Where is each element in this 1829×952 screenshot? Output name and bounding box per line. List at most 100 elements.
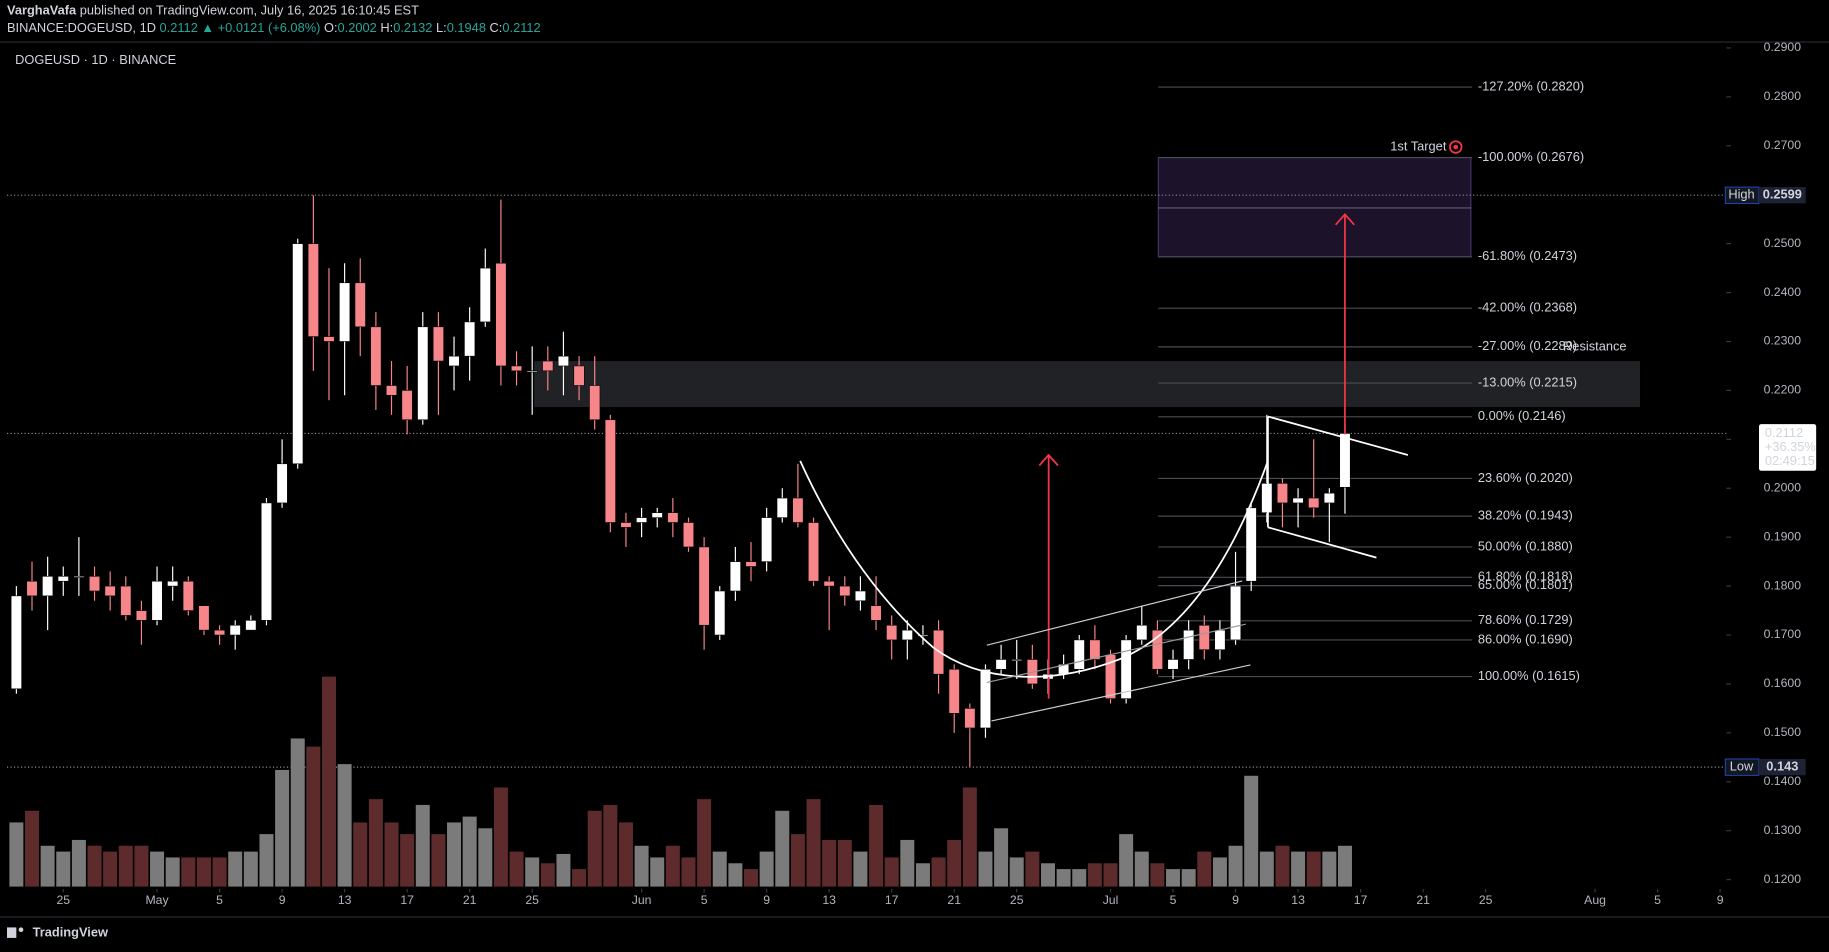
candle-body [886,624,898,641]
volume-bar [165,857,180,887]
candle-body [198,605,210,631]
fib-label: -13.00% (0.2215) [1478,374,1577,389]
y-tick-label: 0.1900 [1764,529,1802,543]
volume-bar [259,834,274,887]
x-tick-label: 25 [56,893,70,907]
x-tick-label: Aug [1584,893,1606,907]
candle-body [620,522,632,528]
volume-bar [1103,863,1118,887]
volume-bar [1291,851,1306,887]
volume-bar [447,822,462,887]
y-tick-label: 0.2300 [1764,334,1802,348]
x-tick-label: 13 [822,893,836,907]
candle-body [1151,629,1163,670]
candle-body [542,360,554,372]
candle-body [511,365,523,372]
x-tick-label: 25 [1010,893,1024,907]
volume-bar [1072,869,1087,887]
x-tick-label: 9 [279,893,286,907]
candle-body [323,336,335,342]
x-tick-label: Jun [632,893,652,907]
volume-bar [353,822,368,887]
candle-body [995,659,1007,670]
ohlc-label: C: [490,21,503,36]
volume-bar [103,851,118,887]
volume-bar [1150,863,1165,887]
candle-body [1245,507,1257,582]
volume-bar [869,804,884,887]
volume-bar [150,851,165,887]
candle-body [354,282,366,328]
volume-bar [71,839,86,887]
volume-bar [478,828,493,887]
resistance-label: Resistance [1563,338,1626,353]
candle-body [1276,483,1288,504]
y-tick-label: 0.2700 [1764,138,1802,152]
symbol-line: BINANCE:DOGEUSD, 1D 0.2112 ▲ +0.0121 (+6… [7,21,541,36]
x-tick-label: 21 [463,893,477,907]
volume-bar [275,769,290,887]
volume-bar [744,869,759,887]
candle-body [589,385,601,421]
candle-body [464,321,476,357]
logo-mark [6,927,17,938]
volume-bar [540,863,555,887]
candle-body [1230,585,1242,641]
volume-bar [994,828,1009,887]
target-label: 1st Target [1390,138,1447,153]
candle-body [167,580,179,587]
candle-body [839,585,851,597]
x-tick-label: May [145,893,169,907]
arrow-head [1334,212,1355,226]
candle-body [214,629,226,636]
low-value-box [1759,758,1806,776]
volume-bar [1197,851,1212,887]
volume-bar [493,787,508,887]
candle-body [229,624,241,636]
candle-body [1214,629,1226,650]
candle-body [1183,629,1195,660]
volume-bar [1134,851,1149,887]
y-tick-label: 0.1300 [1764,823,1802,837]
candle-body [26,580,38,597]
candle-body [1089,639,1101,660]
x-tick-label: 13 [338,893,352,907]
volume-bar [1244,775,1259,887]
volume-bar [665,845,680,887]
volume-bar [1228,845,1243,887]
fib-label: 61.80% (0.1818) [1478,569,1573,584]
volume-bar [759,851,774,887]
last-price-box [1759,424,1817,471]
symbol: BINANCE:DOGEUSD, 1D [7,21,156,36]
candle-body [823,580,835,587]
volume-bar [587,810,602,887]
low-tag-label: Low [1730,758,1754,773]
candle-body [854,590,866,602]
candle-body [292,243,304,465]
y-tick-label: 0.2400 [1764,285,1802,299]
candle-body [604,419,616,523]
candle-body [1339,433,1351,488]
volume-bar [243,851,258,887]
candle-body [448,355,460,367]
volume-bar [212,857,227,887]
candle-body [417,326,429,421]
candle-body [42,576,54,597]
candle-body [776,497,788,518]
volume-bar [1322,851,1337,887]
ohlc-label: O: [324,21,338,36]
volume-bar [978,851,993,887]
last-price-value: 0.2112 [1765,425,1803,440]
candle-body [1120,639,1132,699]
cup-curve [799,460,1269,678]
volume-bar [837,839,852,887]
volume-bar [853,851,868,887]
volume-bar [9,822,24,887]
volume-bar [134,845,149,887]
y-tick-label: 0.2800 [1764,89,1802,103]
author: VarghaVafa [7,3,77,18]
candle-body [714,590,726,636]
candle-body [948,668,960,714]
volume-bar [775,810,790,887]
volume-bar [509,851,524,887]
